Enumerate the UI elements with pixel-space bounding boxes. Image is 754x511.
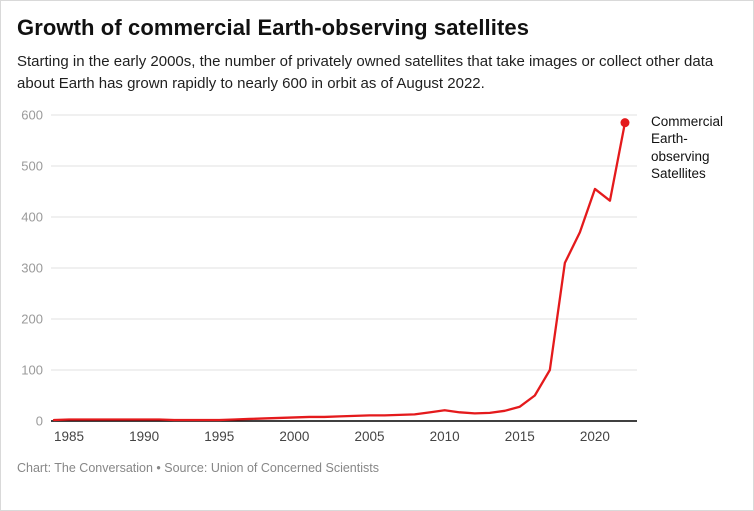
x-tick-label: 2015: [505, 429, 535, 444]
chart-title: Growth of commercial Earth-observing sat…: [17, 15, 530, 40]
series-annotation: Commercial Earth-observing Satellites: [651, 113, 724, 182]
y-tick-label: 0: [36, 413, 43, 428]
y-tick-label: 200: [21, 311, 43, 326]
chart-subtitle: Starting in the early 2000s, the number …: [17, 53, 714, 92]
x-tick-label: 2020: [580, 429, 610, 444]
source-credit: Chart: The Conversation • Source: Union …: [17, 460, 379, 475]
chart-area: 0 100 200 300 400 500 600 1985 1990 1995 2000 2005 2…: [17, 101, 739, 453]
y-tick-label: 400: [21, 209, 43, 224]
x-tick-label: 2010: [430, 429, 460, 444]
y-tick-label: 300: [21, 260, 43, 275]
x-tick-label: 1995: [204, 429, 234, 444]
line-endpoint-dot: [620, 117, 630, 127]
x-tick-label: 1990: [129, 429, 159, 444]
line-chart: 0 100 200 300 400 500 600 1985 1990 1995 2000 2005 2…: [21, 107, 637, 444]
x-tick-label: 2000: [279, 429, 309, 444]
x-tick-label: 1985: [54, 429, 84, 444]
y-tick-label: 600: [21, 107, 43, 122]
y-tick-label: 100: [21, 362, 43, 377]
x-tick-label: 2005: [355, 429, 385, 444]
y-tick-label: 500: [21, 158, 43, 173]
satellite-line: [52, 120, 627, 421]
